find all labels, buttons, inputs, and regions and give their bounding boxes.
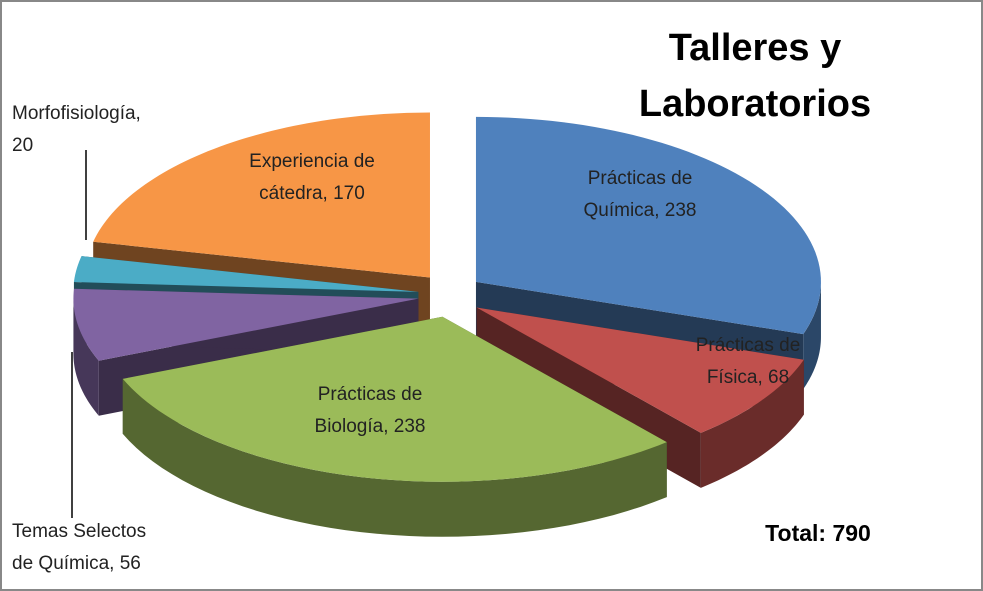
slice-side xyxy=(122,378,667,537)
data-label: Temas Selectos de Química, 56 xyxy=(12,521,146,574)
slice xyxy=(475,116,821,335)
slice xyxy=(476,307,804,433)
slice-side xyxy=(803,281,821,390)
data-label: Morfofisiología, 20 xyxy=(12,103,141,156)
slice xyxy=(122,316,667,482)
annotation: Total: 790 xyxy=(765,520,871,546)
slice xyxy=(73,288,419,361)
slice: Prácticas de Biología xyxy=(122,316,667,537)
data-label: Experiencia de cátedra, 170 xyxy=(249,151,375,204)
slice-side xyxy=(73,298,99,416)
data-label: Prácticas de Biología, 238 xyxy=(315,384,426,437)
slice xyxy=(93,112,430,278)
chart-title: Talleres y Laboratorios xyxy=(639,27,871,125)
slice xyxy=(73,256,419,292)
labels: Prácticas de Química, 238 Prácticas de Físi… xyxy=(12,103,800,574)
pie: Experiencia de cátedraPrácticas de Quími… xyxy=(73,112,821,537)
data-label: Prácticas de Física, 68 xyxy=(696,335,801,388)
data-label: Prácticas de Química, 238 xyxy=(584,168,697,221)
slice-side xyxy=(700,359,804,488)
